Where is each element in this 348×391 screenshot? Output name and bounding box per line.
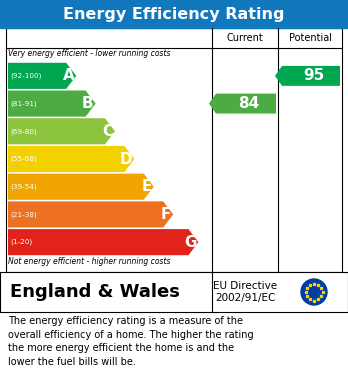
Polygon shape [8,118,115,144]
Text: E: E [141,179,152,194]
Polygon shape [8,146,134,172]
Polygon shape [8,201,173,228]
Text: Current: Current [227,33,263,43]
Polygon shape [8,229,198,255]
Text: A: A [62,68,74,83]
Text: C: C [102,124,113,139]
Text: Potential: Potential [288,33,332,43]
Text: The energy efficiency rating is a measure of the
overall efficiency of a home. T: The energy efficiency rating is a measur… [8,316,254,367]
Text: (69-80): (69-80) [10,128,37,135]
Text: Not energy efficient - higher running costs: Not energy efficient - higher running co… [8,257,171,266]
Text: (81-91): (81-91) [10,100,37,107]
Text: Energy Efficiency Rating: Energy Efficiency Rating [63,7,285,22]
Text: B: B [82,96,94,111]
Text: (55-68): (55-68) [10,156,37,162]
Text: 95: 95 [303,68,325,83]
Text: (21-38): (21-38) [10,211,37,218]
Text: (92-100): (92-100) [10,73,41,79]
Polygon shape [8,174,154,200]
Text: 84: 84 [238,96,260,111]
Text: G: G [184,235,196,249]
Bar [0,0,348,28]
Polygon shape [209,93,276,113]
Circle shape [301,279,327,305]
Bar [6,28,342,272]
Text: (39-54): (39-54) [10,183,37,190]
Polygon shape [8,90,96,117]
Text: D: D [120,151,132,167]
Text: England & Wales: England & Wales [10,283,180,301]
Polygon shape [275,66,340,86]
Text: Very energy efficient - lower running costs: Very energy efficient - lower running co… [8,49,171,58]
Text: (1-20): (1-20) [10,239,32,246]
Text: F: F [161,207,171,222]
Bar [0,272,348,312]
Polygon shape [8,63,76,89]
Text: EU Directive
2002/91/EC: EU Directive 2002/91/EC [213,281,277,303]
